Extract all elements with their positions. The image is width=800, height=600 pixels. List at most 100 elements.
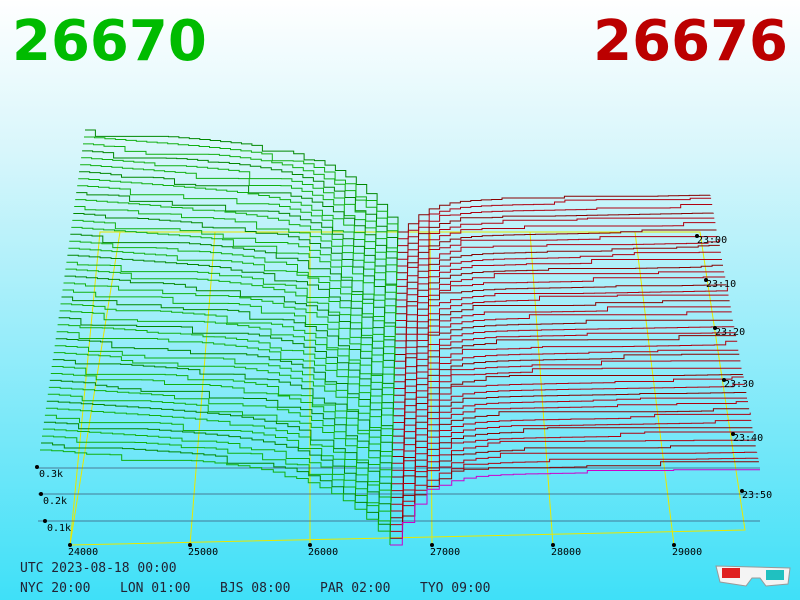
tick-dot (695, 234, 699, 238)
ask-curve (397, 217, 715, 260)
ask-curve (391, 401, 748, 471)
timezone-label: NYC 20:00 (20, 581, 90, 596)
ask-curve (397, 204, 713, 247)
volume-label: 0.2k (43, 496, 67, 507)
bid-curve (80, 164, 398, 266)
tick-dot (308, 543, 312, 547)
bid-curve (64, 275, 395, 380)
price-label: 26000 (308, 547, 338, 558)
bid-curve (65, 268, 395, 369)
bid-curve (59, 310, 394, 413)
ask-price: 26676 (593, 9, 788, 74)
bid-curve (68, 247, 396, 348)
depth-curves (40, 129, 760, 546)
time-label: 23:40 (733, 433, 763, 444)
ask-curve (394, 326, 735, 383)
ask-curve (391, 408, 750, 478)
ask-curve (395, 284, 727, 335)
bid-curve (55, 338, 394, 437)
tick-dot (740, 489, 744, 493)
tick-dot (722, 378, 726, 382)
bid-curve (72, 219, 397, 321)
bid-curve (70, 233, 396, 335)
time-label: 23:20 (715, 327, 745, 338)
bid-curve (51, 366, 393, 464)
ask-curve (397, 229, 717, 274)
bid-curve (62, 289, 395, 389)
ask-curve (392, 376, 744, 444)
bid-curve (78, 178, 398, 281)
ask-curve (393, 353, 740, 417)
tick-dot (731, 432, 735, 436)
price-label: 25000 (188, 547, 218, 558)
bid-curve (82, 150, 398, 253)
cyan-lens (766, 570, 784, 580)
ask-curve (394, 319, 733, 376)
floor-frame (69, 231, 746, 546)
ask-curve (394, 311, 732, 369)
bid-curve (81, 157, 398, 260)
tick-dot (39, 492, 43, 496)
timezone-label: BJS 08:00 (220, 581, 290, 596)
ask-curve (390, 457, 759, 532)
price-grid-line (634, 231, 675, 546)
timezone-label: TYO 09:00 (420, 581, 490, 596)
bid-curve (77, 185, 398, 287)
tick-dot (704, 278, 708, 282)
bid-curve (42, 435, 391, 532)
ask-curve (397, 212, 714, 253)
tick-dot (188, 543, 192, 547)
ask-curve (392, 392, 747, 457)
bid-curve (43, 421, 392, 521)
ask-curve (396, 259, 722, 308)
timezone-label: PAR 02:00 (320, 581, 390, 596)
tick-dot (430, 543, 434, 547)
bid-price: 26670 (12, 9, 207, 74)
bid-curve (69, 240, 396, 341)
ask-curve (394, 332, 736, 389)
ask-curve (396, 251, 721, 301)
price-grid-line (189, 231, 216, 546)
bid-curve (58, 317, 394, 416)
ask-curve (395, 264, 723, 315)
volume-label: 0.3k (39, 469, 63, 480)
ask-curve (392, 374, 744, 437)
bid-curve (73, 213, 397, 315)
ask-curve (395, 287, 728, 342)
ask-curve (391, 431, 754, 505)
bid-curve (56, 331, 394, 432)
ask-curve (391, 412, 751, 485)
bid-curve (53, 352, 393, 450)
ask-curve (393, 340, 738, 403)
ask-curve (393, 349, 739, 410)
time-label: 23:30 (724, 379, 754, 390)
tick-dot (43, 519, 47, 523)
bid-curve (45, 407, 392, 505)
timezone-label: LON 01:00 (120, 581, 190, 596)
tick-dot (713, 326, 717, 330)
bid-curve (74, 206, 397, 313)
bid-curve (47, 393, 392, 491)
bid-curve (40, 449, 391, 545)
volume-label: 0.1k (47, 523, 71, 534)
price-grid-line (429, 231, 433, 546)
bid-curve (42, 428, 391, 527)
ask-curve (392, 397, 747, 464)
price-label: 29000 (672, 547, 702, 558)
ask-curve (397, 197, 712, 240)
bid-curve (48, 386, 393, 488)
price-grid-line (69, 231, 121, 546)
glasses-icon (715, 565, 791, 587)
axis-labels: 24000 25000 26000 27000 28000 29000 0.3k 0.2k 0.… (35, 234, 772, 558)
ask-curve (395, 276, 726, 328)
bid-curve (83, 143, 399, 246)
tick-dot (35, 465, 39, 469)
floor-grid (38, 231, 760, 546)
time-label: 23:00 (697, 235, 727, 246)
ask-curve (391, 419, 752, 492)
bid-curve (76, 192, 397, 294)
ask-curve (390, 469, 760, 546)
bid-curve (46, 400, 392, 502)
time-label: 23:10 (706, 279, 736, 290)
